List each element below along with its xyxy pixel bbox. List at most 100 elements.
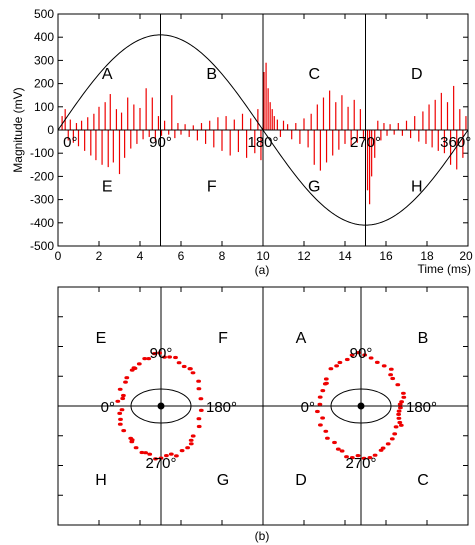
x-tick-label: 12 (297, 249, 311, 263)
y-tick-label: 300 (34, 53, 54, 67)
pd-point (399, 400, 404, 404)
caption-a: (a) (255, 263, 270, 277)
pd-point (398, 406, 403, 410)
pd-point (136, 362, 142, 366)
pd-point (344, 357, 350, 362)
pd-point (315, 409, 320, 414)
pd-point (187, 367, 193, 371)
x-tick-label: 2 (96, 249, 103, 263)
pd-point (390, 376, 396, 381)
pd-point (392, 432, 398, 436)
pd-point (123, 380, 128, 384)
panel-a-phase-labels: 0° 90° 180° 270° 360° (63, 134, 471, 151)
angle-label-180: 180° (206, 399, 237, 416)
pd-point (188, 442, 194, 446)
pd-point (142, 357, 148, 361)
x-tick-label: 16 (379, 249, 393, 263)
pd-point (385, 442, 391, 446)
pd-point (164, 454, 169, 458)
phase-label: 180° (247, 134, 278, 151)
pd-point (190, 434, 196, 438)
y-tick-label: 100 (34, 100, 54, 114)
pd-point (328, 367, 334, 371)
angle-label-270: 270° (145, 455, 176, 472)
pd-point (388, 373, 393, 377)
pd-point (362, 353, 368, 357)
pd-point (320, 416, 325, 420)
left-polar-view: 90° 0° 180° 270° E F H G (59, 287, 263, 525)
region-label: E (96, 330, 107, 347)
pd-point (344, 455, 349, 459)
region-label: C (308, 66, 320, 83)
pd-point (320, 389, 326, 393)
pd-point (401, 391, 406, 395)
pd-point (119, 408, 125, 412)
pd-point (396, 416, 402, 420)
pd-point (196, 387, 202, 391)
pd-point (332, 440, 337, 445)
panel-a-region-labels: A B C D E F G H (102, 66, 423, 196)
pd-point (393, 425, 399, 429)
pd-point (198, 408, 204, 412)
reference-ellipse (130, 388, 192, 424)
pd-point (397, 402, 403, 406)
y-tick-label: -200 (30, 169, 54, 183)
center-dot (357, 402, 365, 410)
pd-point (349, 456, 355, 460)
pd-point (152, 352, 157, 356)
pd-point (121, 393, 126, 398)
pd-point (372, 453, 378, 457)
pd-point (389, 437, 395, 441)
region-label: G (217, 472, 229, 489)
pd-point (317, 395, 323, 399)
y-tick-label: 200 (34, 77, 54, 91)
phase-label: 0° (63, 134, 77, 151)
region-label: E (102, 179, 113, 196)
pd-point (190, 371, 196, 375)
pd-point (181, 364, 187, 369)
pd-point (196, 417, 202, 421)
y-tick-label: -100 (30, 146, 54, 160)
pd-point (396, 412, 401, 416)
reference-ellipse (330, 388, 392, 424)
pd-point (355, 454, 361, 458)
pd-point (185, 446, 191, 450)
pd-point (334, 364, 339, 368)
pd-point (129, 438, 135, 442)
angle-label-0: 0° (301, 399, 315, 416)
pd-point (339, 449, 345, 453)
pd-point (153, 457, 158, 461)
pd-point (162, 355, 167, 359)
pd-point (323, 429, 329, 433)
pd-point (146, 357, 152, 361)
pd-point (188, 438, 194, 442)
pd-point (117, 387, 123, 391)
panel-a-plot: 500 400 300 200 100 0 -100 -200 -300 -400 -500 0 2 4… (11, 7, 473, 277)
panel-b-plot: 90° 0° 180° 270° E F H G 90° 0° 180° 270° A B D C (b) (57, 286, 469, 543)
pd-point (317, 402, 323, 406)
region-label: F (218, 330, 228, 347)
x-tick-label: 4 (137, 249, 144, 263)
pd-point (368, 356, 374, 360)
pd-point (179, 449, 185, 453)
angle-label-90: 90° (350, 345, 373, 362)
angle-label-270: 270° (345, 455, 376, 472)
y-tick-label: 500 (34, 7, 54, 21)
pd-point (361, 456, 367, 460)
reference-sine-curve (57, 34, 469, 226)
y-tick-label: -500 (30, 239, 54, 253)
y-tick-label: -400 (30, 216, 54, 230)
caption-b: (b) (255, 529, 270, 543)
x-tick-label: 8 (219, 249, 226, 263)
pd-point (115, 399, 121, 403)
panel-a-y-ticks: 500 400 300 200 100 0 -100 -200 -300 -400 -500 (30, 7, 468, 253)
panel-a-x-ticks: 0 2 4 6 8 10 12 14 16 18 20 (55, 14, 473, 263)
pd-point (124, 376, 130, 380)
pd-point (323, 377, 329, 381)
phase-label: 270° (350, 134, 381, 151)
region-label: D (411, 66, 423, 83)
angle-label-180: 180° (406, 399, 437, 416)
x-axis-label: Time (ms) (417, 262, 471, 276)
pd-point (143, 451, 149, 455)
